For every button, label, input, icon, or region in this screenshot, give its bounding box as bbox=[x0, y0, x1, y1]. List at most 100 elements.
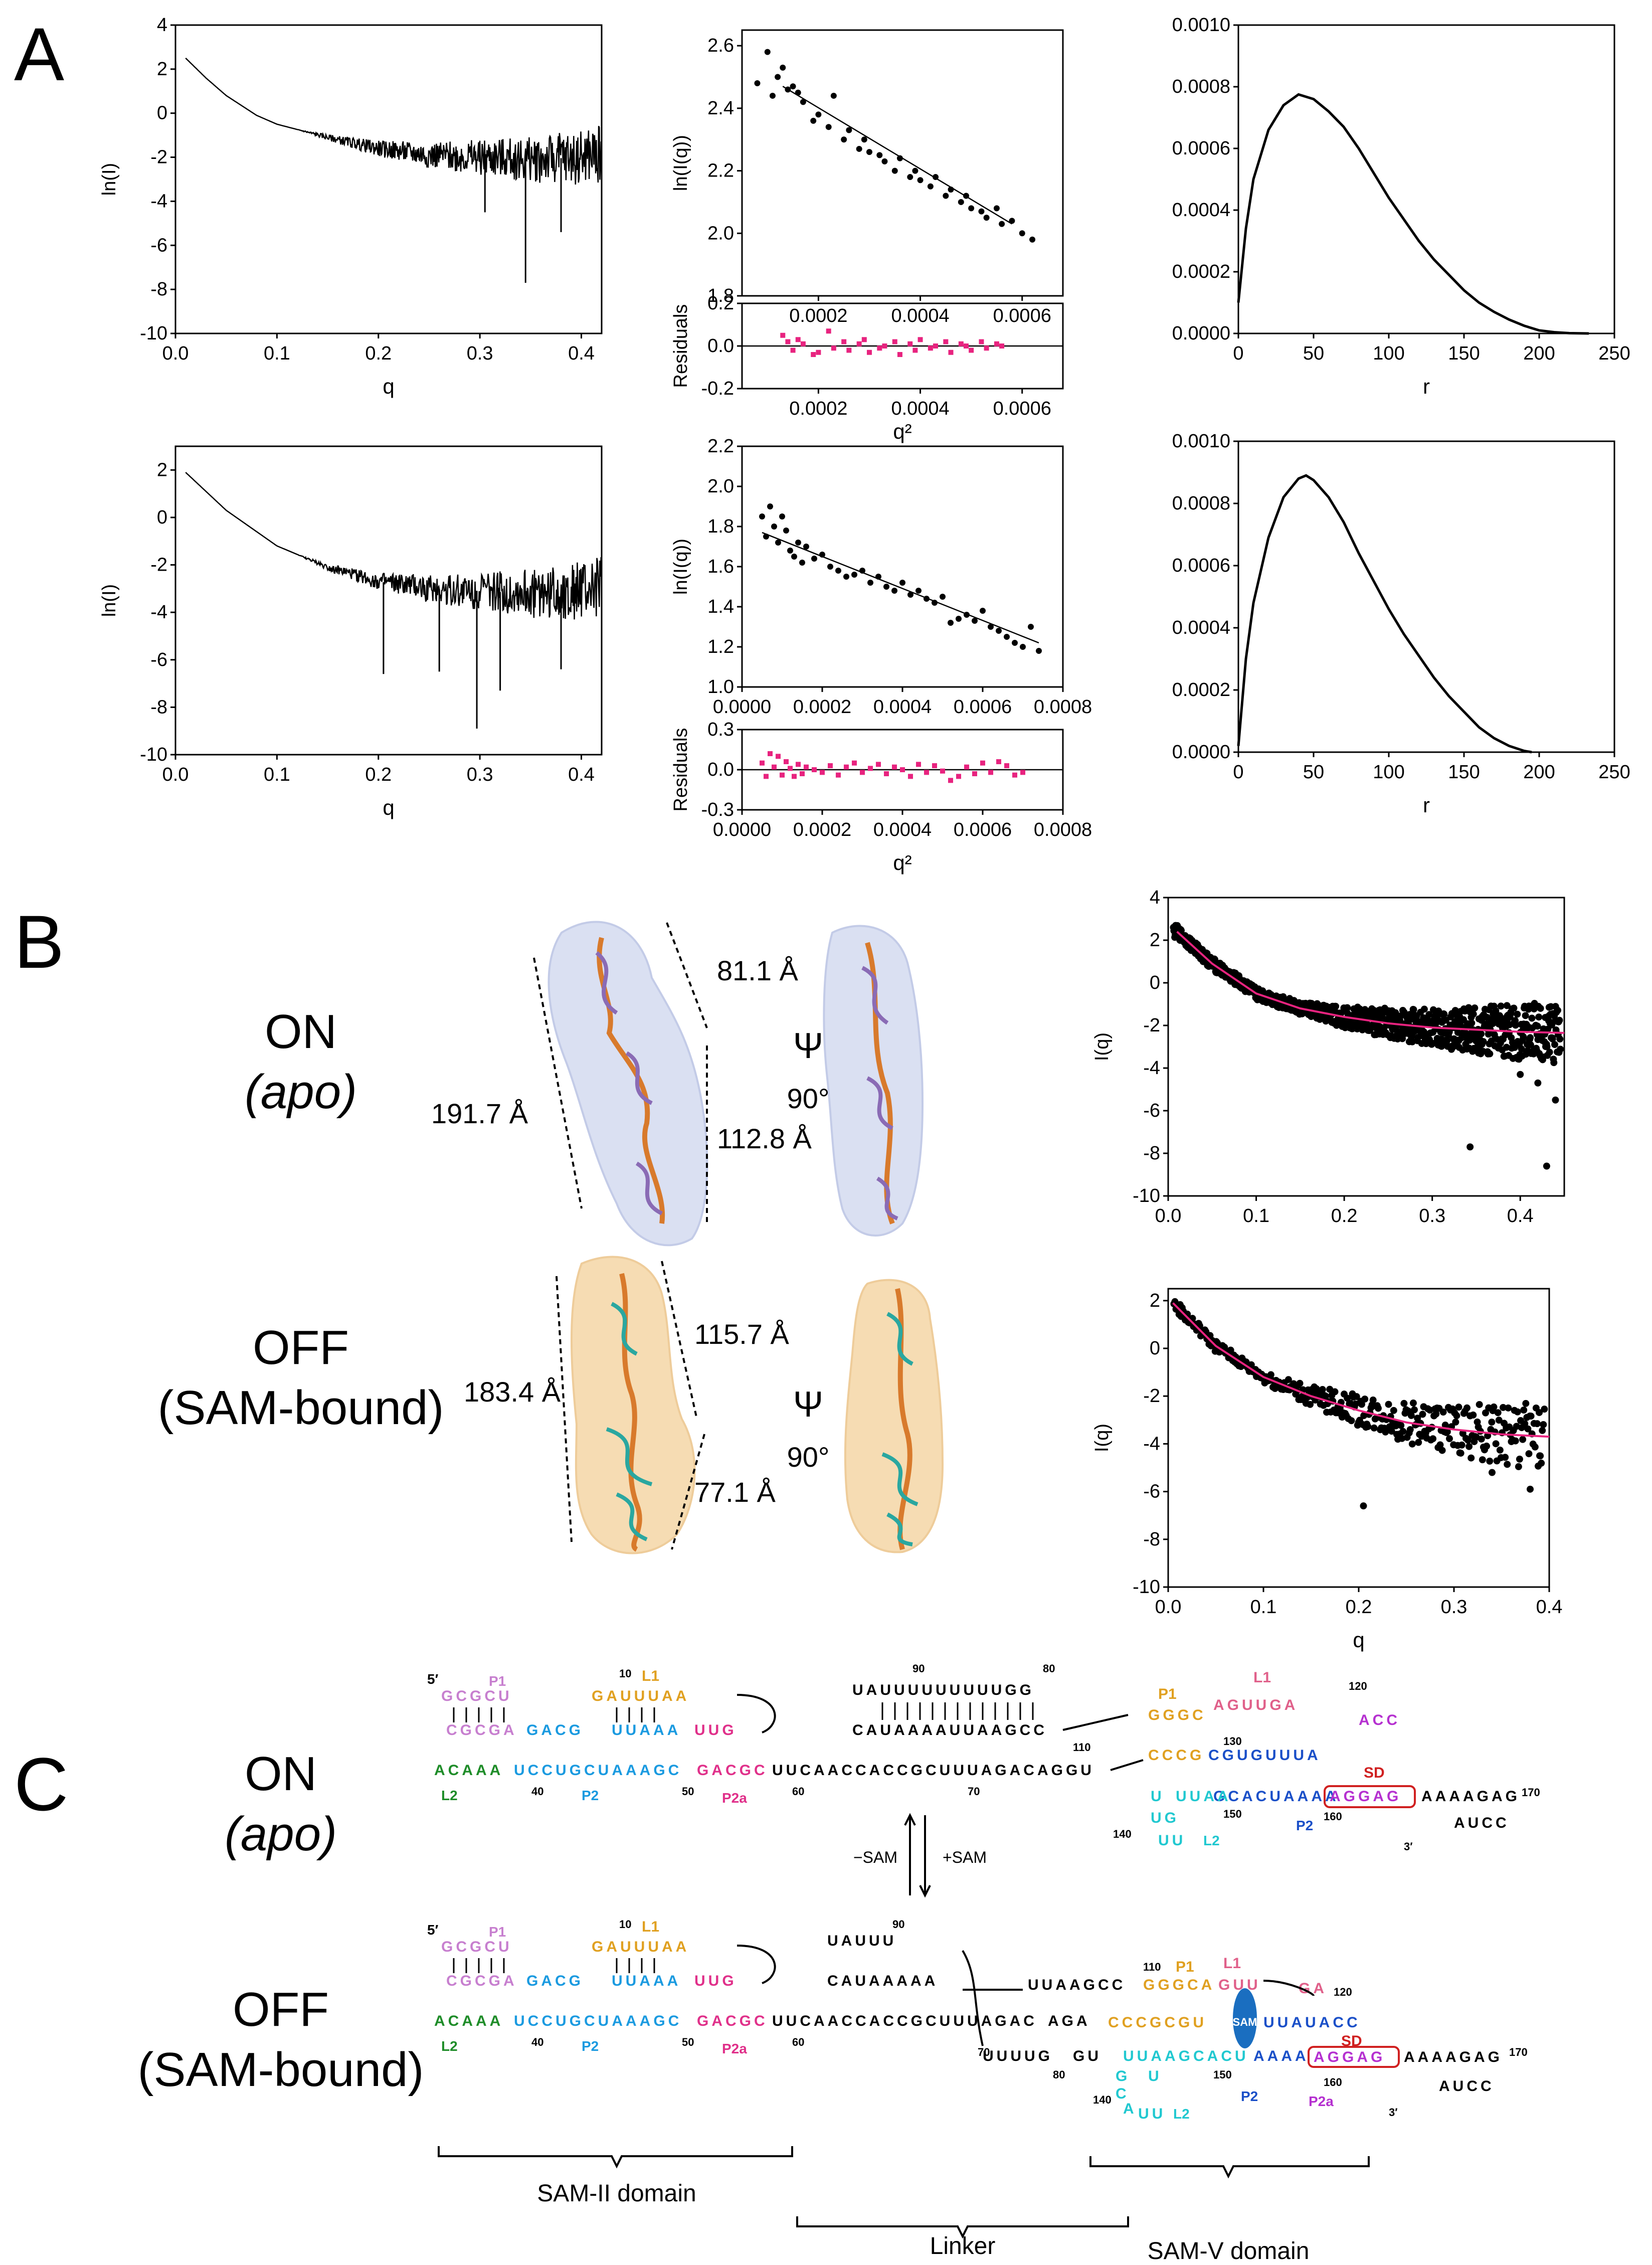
off-label-p2: P2 bbox=[582, 2038, 599, 2054]
data-point bbox=[958, 199, 964, 205]
residual-point bbox=[969, 347, 974, 353]
on-label-p1b: P1 bbox=[1158, 1686, 1177, 1702]
y-tick-label: -10 bbox=[140, 323, 167, 344]
residual-point bbox=[994, 341, 999, 346]
chart-fit-on: 4 2 0 -2 -4 -6 -8 -100.0 0.1 0.2 0.3 0.4 I(q) bbox=[1091, 887, 1565, 1227]
scatter-point bbox=[1419, 1411, 1426, 1418]
scatter-point bbox=[1267, 1371, 1274, 1378]
chart-guinier-raw-on: 4 2 0 -2 -4 -6 -8 -100.0 0.1 0.2 0.3 0.4 q ln(I) bbox=[99, 15, 603, 398]
off-label-l1b: L1 bbox=[1223, 1955, 1241, 1972]
residual-point bbox=[844, 764, 849, 770]
data-point bbox=[1020, 644, 1026, 650]
scatter-point bbox=[1495, 1417, 1503, 1424]
x-tick-label: 0.2 bbox=[1346, 1597, 1372, 1618]
residual-point bbox=[900, 767, 905, 772]
chart-residuals-off: 0.3 0.0 -0.30.0000 0.0002 0.0004 0.0006 0.0008… bbox=[670, 719, 1092, 875]
residual-point bbox=[948, 778, 953, 783]
off-l1-top: GAUUUAA bbox=[592, 1939, 689, 1955]
data-point bbox=[843, 574, 849, 580]
scatter-point bbox=[1551, 1041, 1558, 1049]
residual-point bbox=[772, 764, 777, 770]
data-point bbox=[815, 111, 822, 118]
y-tick-label: 1.8 bbox=[707, 516, 734, 537]
y-tick-label: 1.4 bbox=[707, 596, 734, 617]
y-axis-label: Residuals bbox=[670, 304, 691, 388]
scatter-point bbox=[1522, 1400, 1530, 1407]
data-point bbox=[999, 221, 1005, 227]
scatter-point bbox=[1443, 1428, 1451, 1436]
y-tick-label: -6 bbox=[1143, 1481, 1160, 1502]
data-point bbox=[771, 524, 777, 530]
scatter-point bbox=[1525, 1450, 1533, 1458]
scatter-point bbox=[1503, 1002, 1511, 1009]
scatter-point bbox=[1348, 1417, 1355, 1425]
off-uug: UUG bbox=[694, 1973, 737, 1989]
on-n70: 70 bbox=[968, 1785, 980, 1798]
off-n160: 160 bbox=[1324, 2076, 1342, 2088]
y-tick-label: -4 bbox=[1143, 1433, 1160, 1454]
x-tick-label: 0.0 bbox=[1155, 1597, 1182, 1618]
domain-label-sam-v: SAM-V domain bbox=[1148, 2238, 1310, 2264]
off-uuaag: UUAAGCC bbox=[1028, 1977, 1126, 1993]
c-on-subtitle: (apo) bbox=[225, 1807, 337, 1861]
scatter-point bbox=[1527, 1041, 1534, 1049]
scatter-point bbox=[1537, 1004, 1544, 1012]
off-n50: 50 bbox=[682, 2036, 694, 2048]
on-state-subtitle: (apo) bbox=[245, 1065, 357, 1119]
domain-braces bbox=[438, 2146, 1370, 2239]
y-axis-label: Residuals bbox=[670, 728, 691, 812]
scatter-point bbox=[1458, 1441, 1465, 1449]
scatter-point bbox=[1488, 1419, 1496, 1426]
x-axis-label: q² bbox=[893, 851, 911, 875]
scatter-point bbox=[1409, 1400, 1417, 1407]
off-linker: UUCAACCACCGCUUUAGAC bbox=[772, 2013, 1037, 2029]
on-n120: 120 bbox=[1349, 1680, 1367, 1692]
scatter-point bbox=[1527, 1413, 1535, 1420]
data-point bbox=[754, 80, 761, 86]
data-point bbox=[956, 616, 962, 622]
chart-guinier-raw-off: 2 0 -2 -4 -6 -8 -100.0 0.1 0.2 0.3 0.4 q ln(I) bbox=[99, 445, 603, 819]
c-off-subtitle: (SAM-bound) bbox=[138, 2043, 424, 2097]
plus-sam-label: +SAM bbox=[943, 1848, 987, 1866]
apo-dimension-arrows bbox=[533, 922, 708, 1224]
y-tick-label: -8 bbox=[150, 279, 167, 300]
y-tick-label: 0.0002 bbox=[1172, 261, 1230, 282]
sam-envelope-rotated bbox=[844, 1279, 944, 1553]
y-tick-label: 2.4 bbox=[707, 98, 734, 119]
domain-label-sam-ii: SAM-II domain bbox=[537, 2180, 696, 2207]
y-tick-label: 0.0000 bbox=[1172, 323, 1230, 344]
rotation-icon-off: Ψ bbox=[793, 1384, 823, 1425]
off-label-l1: L1 bbox=[642, 1919, 659, 1935]
y-tick-label: 0.0008 bbox=[1172, 493, 1230, 514]
x-axis-label: q bbox=[383, 375, 394, 398]
residual-point bbox=[820, 770, 825, 775]
x-axis-label: r bbox=[1423, 793, 1430, 817]
scatter-point bbox=[1476, 1401, 1483, 1408]
x-tick-label: 0.1 bbox=[264, 764, 290, 785]
domain-label-linker: Linker bbox=[930, 2233, 996, 2259]
y-axis-label: ln(I) bbox=[99, 584, 120, 617]
data-point bbox=[968, 205, 975, 212]
residual-point bbox=[792, 774, 797, 779]
intensity-trace bbox=[185, 58, 603, 185]
x-tick-label: 0.0006 bbox=[993, 305, 1051, 326]
data-point bbox=[1004, 634, 1010, 640]
data-point bbox=[1012, 640, 1018, 646]
residual-point bbox=[892, 339, 897, 344]
data-point bbox=[891, 588, 897, 594]
on-n140: 140 bbox=[1113, 1828, 1132, 1840]
residual-point bbox=[964, 764, 969, 770]
data-point bbox=[791, 554, 797, 560]
residual-point bbox=[932, 763, 937, 768]
residual-point bbox=[828, 763, 833, 768]
scatter-point bbox=[1353, 1393, 1360, 1401]
on-p2a: GACGC bbox=[697, 1762, 768, 1779]
x-tick-label: 0.0004 bbox=[891, 305, 949, 326]
sam-envelope-front bbox=[571, 1256, 696, 1554]
scatter-outlier bbox=[1489, 1469, 1496, 1476]
apo-dimension-overall: 191.7 Å bbox=[431, 1098, 528, 1129]
scatter-point bbox=[1520, 1406, 1528, 1414]
scatter-point bbox=[1483, 1442, 1491, 1450]
